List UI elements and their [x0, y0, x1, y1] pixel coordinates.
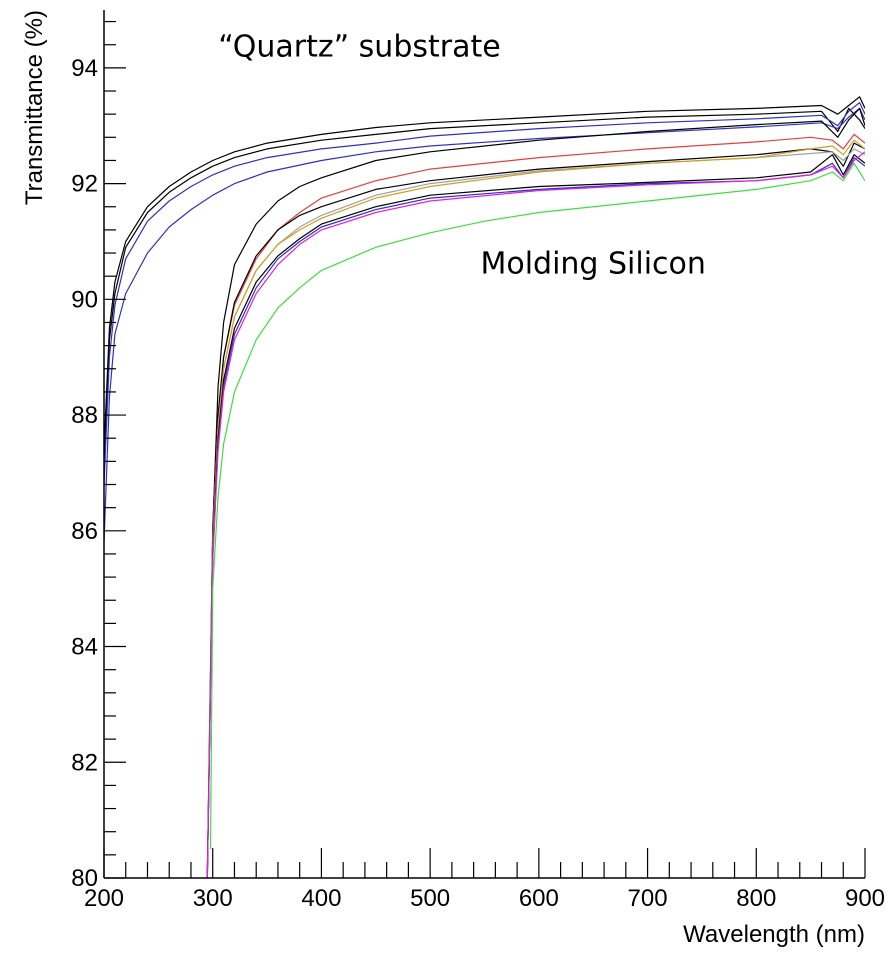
x-axis-title: Wavelength (nm): [683, 921, 865, 948]
annotation-molding-silicon: Molding Silicon: [480, 246, 705, 281]
series-line-quartz-3: [104, 102, 865, 485]
y-tick-label: 90: [71, 286, 98, 313]
x-tick-label: 700: [628, 885, 668, 912]
x-tick-label: 300: [193, 885, 233, 912]
annotation-quartz-substrate: “Quartz” substrate: [218, 29, 500, 64]
y-tick-label: 84: [71, 634, 98, 661]
y-tick-label: 82: [71, 749, 98, 776]
series-line-silicon-11: [206, 157, 865, 878]
y-tick-label: 94: [71, 55, 98, 82]
series-line-silicon-13: [209, 162, 865, 850]
labels-layer: 200 300 400 500 600 700 800 900 80 82 84 86 88 90 92 94…: [21, 10, 885, 948]
x-tick-label: 500: [410, 885, 450, 912]
series-line-quartz-2: [104, 107, 865, 473]
series-line-quartz-4: [104, 107, 865, 543]
x-tick-label: 600: [519, 885, 559, 912]
y-axis-title: Transmittance (%): [21, 10, 48, 205]
series-line-quartz-5: [212, 107, 865, 531]
y-tick-label: 88: [71, 402, 98, 429]
series-line-silicon-9: [206, 139, 865, 878]
x-tick-label: 200: [84, 885, 124, 912]
series-line-quartz-1: [104, 96, 865, 450]
axes-layer: [103, 10, 866, 879]
y-tick-label: 80: [71, 865, 98, 892]
series-layer: [104, 96, 865, 878]
x-tick-label: 400: [301, 885, 341, 912]
y-tick-label: 86: [71, 518, 98, 545]
series-line-silicon-10: [206, 154, 865, 878]
y-tick-label: 92: [71, 171, 98, 198]
x-tick-label: 800: [736, 885, 776, 912]
series-line-silicon-12: [206, 151, 865, 878]
x-tick-label: 900: [845, 885, 885, 912]
